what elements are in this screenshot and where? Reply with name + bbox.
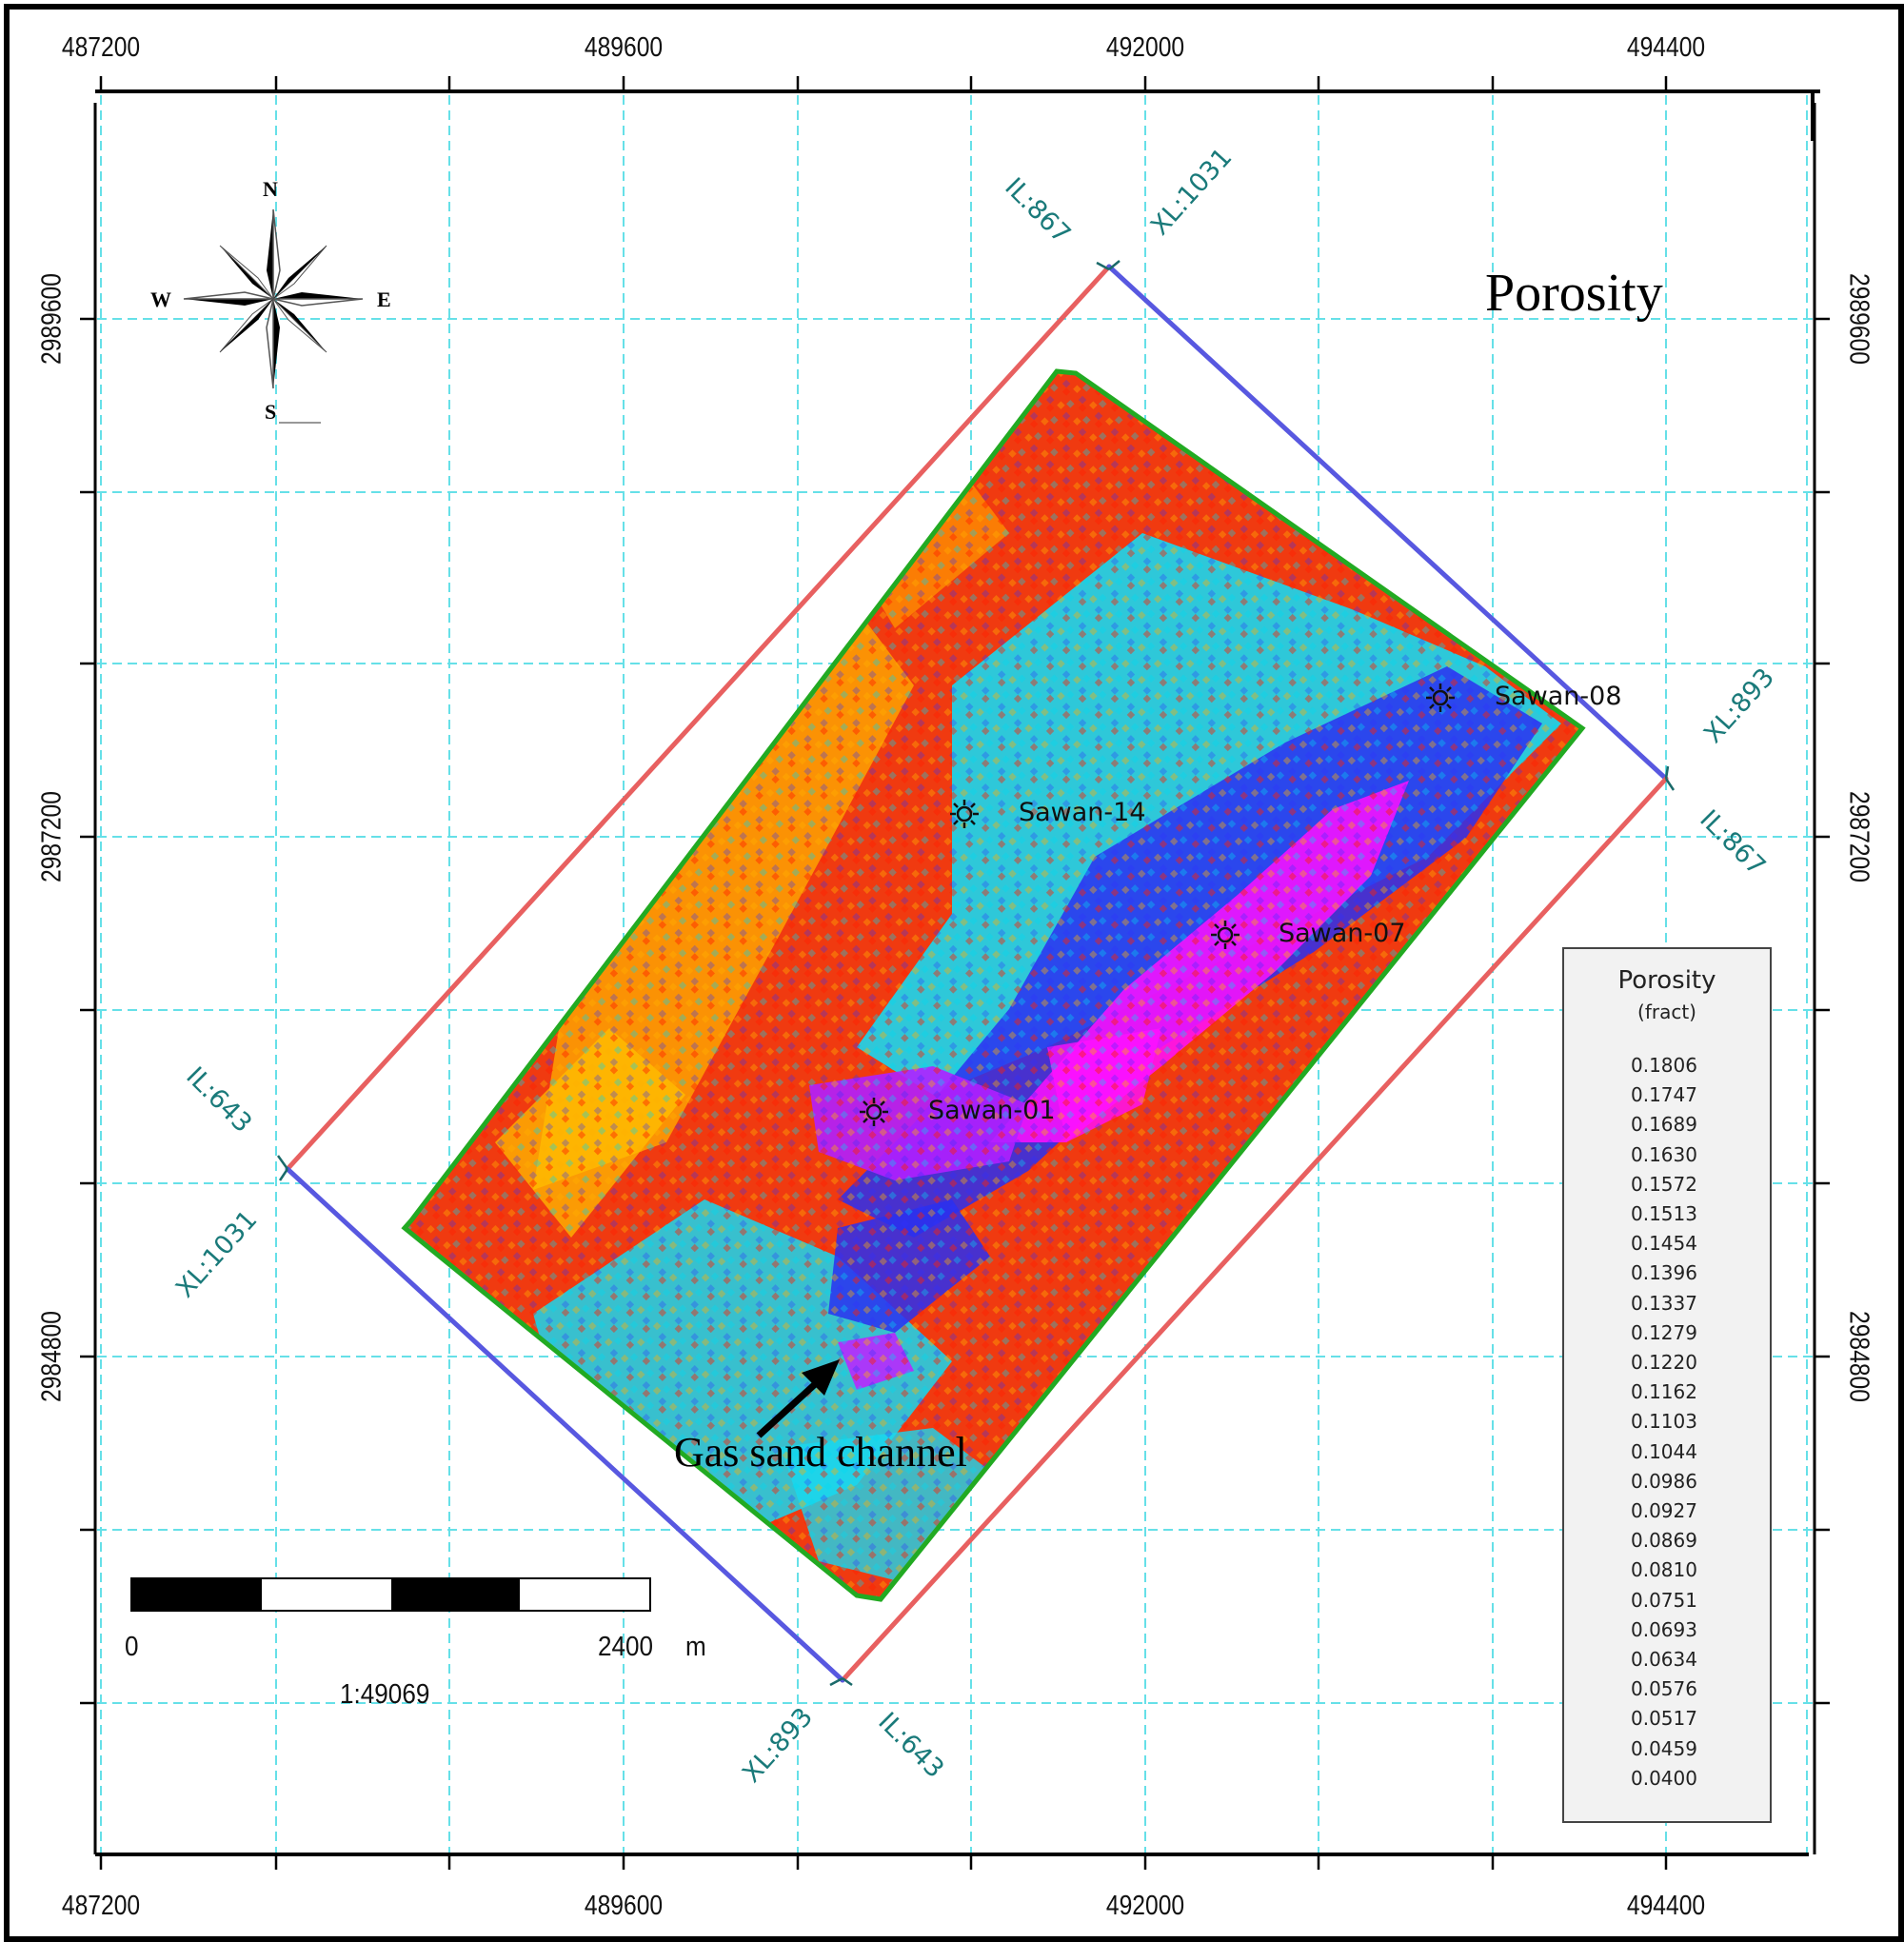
legend-tick: 0.0517	[1631, 1707, 1697, 1731]
figure-border	[4, 4, 1904, 1942]
legend-tick: 0.0634	[1631, 1648, 1697, 1671]
map-frame	[93, 89, 1820, 1856]
legend-tick: 0.1689	[1631, 1113, 1697, 1137]
legend-tick: 0.0693	[1631, 1617, 1697, 1641]
well-symbol-icon	[1211, 921, 1240, 949]
legend-tick: 0.1337	[1631, 1291, 1697, 1315]
legend-tick: 0.0400	[1631, 1766, 1697, 1790]
y-axis-label-left: 2987200	[36, 791, 68, 882]
y-axis-label-left: 2984800	[36, 1311, 68, 1402]
legend-tick: 0.1103	[1631, 1410, 1697, 1434]
legend-tick: 0.1630	[1631, 1142, 1697, 1166]
compass-east-label: E	[377, 287, 391, 311]
inline-867-line	[285, 264, 1112, 1172]
legend-tick: 0.1454	[1631, 1232, 1697, 1256]
crossline-893-line	[285, 1166, 845, 1683]
x-axis-label-bottom: 489600	[584, 1891, 664, 1921]
y-axis-label-right: 2987200	[1843, 791, 1874, 882]
inline-643-line	[840, 776, 1669, 1683]
crossline-1031-line	[1106, 264, 1669, 782]
x-axis-label-bottom: 494400	[1626, 1891, 1706, 1921]
survey-outline	[285, 264, 1669, 1683]
legend-tick: 0.1220	[1631, 1351, 1697, 1374]
scale-bar-end: 2400	[598, 1632, 654, 1662]
data-boundary	[401, 368, 1586, 1602]
well-label[interactable]: Sawan-14	[1019, 798, 1146, 827]
x-axis-label-top: 489600	[584, 32, 664, 63]
legend-tick: 0.1747	[1631, 1083, 1697, 1107]
scale-bar-start: 0	[125, 1632, 139, 1662]
legend-tick: 0.1572	[1631, 1172, 1697, 1196]
legend-tick: 0.0986	[1631, 1469, 1697, 1493]
map-title: Porosity	[1485, 264, 1663, 323]
legend-tick: 0.1279	[1631, 1320, 1697, 1344]
well-symbol-icon	[860, 1098, 888, 1126]
legend-tick: 0.1396	[1631, 1261, 1697, 1285]
legend-tick: 0.0869	[1631, 1529, 1697, 1553]
porosity-raster[interactable]	[381, 362, 1618, 1618]
arrow-icon	[756, 1359, 840, 1438]
y-axis-label-right: 2989600	[1843, 273, 1874, 365]
color-legend: Porosity (fract) 0.1806 0.1747 0.1689 0.…	[1562, 947, 1772, 1823]
legend-unit: (fract)	[1637, 1001, 1696, 1023]
north-arrow-icon	[183, 208, 364, 424]
corner-markers	[276, 260, 1676, 1687]
x-axis-label-bottom: 487200	[61, 1891, 141, 1921]
scale-ratio: 1:49069	[340, 1679, 430, 1710]
legend-tick: 0.0576	[1631, 1677, 1697, 1701]
axis-ticks	[80, 76, 1830, 1870]
y-axis-label-right: 2984800	[1843, 1311, 1874, 1402]
compass-south-label: S	[265, 400, 277, 424]
compass-west-label: W	[150, 287, 171, 311]
legend-title: Porosity	[1617, 966, 1716, 995]
y-axis-label-left: 2989600	[36, 273, 68, 365]
legend-tick: 0.0751	[1631, 1588, 1697, 1612]
well-symbol-icon	[1426, 684, 1455, 712]
well-markers[interactable]	[860, 684, 1455, 1126]
x-axis-label-bottom: 492000	[1105, 1891, 1185, 1921]
compass-north-label: N	[263, 177, 278, 201]
legend-tick: 0.0810	[1631, 1558, 1697, 1582]
legend-tick: 0.0927	[1631, 1499, 1697, 1522]
x-axis-label-top: 487200	[61, 32, 141, 63]
well-label[interactable]: Sawan-01	[928, 1096, 1056, 1125]
legend-tick: 0.1513	[1631, 1202, 1697, 1225]
well-label[interactable]: Sawan-07	[1279, 919, 1406, 948]
legend-tick: 0.0459	[1631, 1736, 1697, 1760]
x-axis-label-top: 492000	[1105, 32, 1185, 63]
well-label[interactable]: Sawan-08	[1495, 682, 1622, 711]
gas-sand-channel-annotation: Gas sand channel	[674, 1429, 967, 1476]
legend-tick: 0.1162	[1631, 1380, 1697, 1404]
scale-bar	[130, 1577, 651, 1612]
legend-tick: 0.1044	[1631, 1439, 1697, 1463]
x-axis-label-top: 494400	[1626, 32, 1706, 63]
scale-bar-unit: m	[685, 1632, 706, 1662]
legend-tick: 0.1806	[1631, 1054, 1697, 1077]
well-symbol-icon	[950, 800, 979, 828]
